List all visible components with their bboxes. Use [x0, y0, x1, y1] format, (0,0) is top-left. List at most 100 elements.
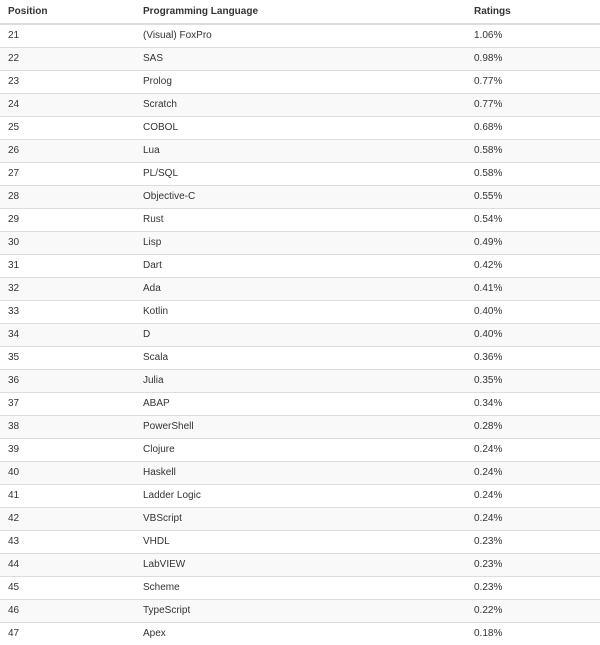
table-row: 35 Scala 0.36%: [0, 345, 600, 369]
cell-rating: 0.58%: [466, 138, 600, 162]
cell-language: Scheme: [135, 575, 466, 599]
cell-rating: 0.77%: [466, 92, 600, 116]
cell-language: Kotlin: [135, 299, 466, 323]
cell-position: 43: [0, 529, 135, 553]
cell-rating: 0.18%: [466, 621, 600, 645]
cell-position: 31: [0, 253, 135, 277]
cell-rating: 0.77%: [466, 69, 600, 93]
cell-position: 35: [0, 345, 135, 369]
cell-language: VBScript: [135, 506, 466, 530]
table-row: 28 Objective-C 0.55%: [0, 184, 600, 208]
header-language: Programming Language: [135, 0, 466, 25]
cell-position: 34: [0, 322, 135, 346]
header-position: Position: [0, 0, 135, 25]
table-row: 25 COBOL 0.68%: [0, 115, 600, 139]
table-row: 24 Scratch 0.77%: [0, 92, 600, 116]
cell-rating: 0.23%: [466, 552, 600, 576]
cell-position: 40: [0, 460, 135, 484]
cell-position: 44: [0, 552, 135, 576]
cell-language: Ada: [135, 276, 466, 300]
cell-position: 21: [0, 23, 135, 47]
header-ratings: Ratings: [466, 0, 600, 25]
cell-rating: 0.24%: [466, 483, 600, 507]
table-row: 45 Scheme 0.23%: [0, 575, 600, 599]
cell-rating: 0.49%: [466, 230, 600, 254]
cell-rating: 0.36%: [466, 345, 600, 369]
cell-language: PL/SQL: [135, 161, 466, 185]
cell-rating: 0.41%: [466, 276, 600, 300]
table-row: 34 D 0.40%: [0, 322, 600, 346]
table-row: 40 Haskell 0.24%: [0, 460, 600, 484]
cell-language: D: [135, 322, 466, 346]
table-row: 26 Lua 0.58%: [0, 138, 600, 162]
cell-rating: 0.68%: [466, 115, 600, 139]
cell-rating: 0.22%: [466, 598, 600, 622]
cell-position: 46: [0, 598, 135, 622]
cell-position: 38: [0, 414, 135, 438]
cell-position: 24: [0, 92, 135, 116]
cell-language: Scratch: [135, 92, 466, 116]
table-row: 38 PowerShell 0.28%: [0, 414, 600, 438]
cell-position: 27: [0, 161, 135, 185]
table-row: 33 Kotlin 0.40%: [0, 299, 600, 323]
cell-language: COBOL: [135, 115, 466, 139]
table-row: 29 Rust 0.54%: [0, 207, 600, 231]
table-row: 47 Apex 0.18%: [0, 621, 600, 645]
table-row: 39 Clojure 0.24%: [0, 437, 600, 461]
table-row: 46 TypeScript 0.22%: [0, 598, 600, 622]
cell-rating: 0.23%: [466, 529, 600, 553]
cell-language: Haskell: [135, 460, 466, 484]
cell-rating: 0.54%: [466, 207, 600, 231]
cell-language: Prolog: [135, 69, 466, 93]
cell-language: Julia: [135, 368, 466, 392]
cell-position: 30: [0, 230, 135, 254]
cell-rating: 0.40%: [466, 299, 600, 323]
cell-language: Apex: [135, 621, 466, 645]
cell-language: TypeScript: [135, 598, 466, 622]
cell-rating: 0.58%: [466, 161, 600, 185]
cell-language: SAS: [135, 46, 466, 70]
cell-position: 36: [0, 368, 135, 392]
table-row: 31 Dart 0.42%: [0, 253, 600, 277]
cell-position: 23: [0, 69, 135, 93]
cell-rating: 0.28%: [466, 414, 600, 438]
table-row: 41 Ladder Logic 0.24%: [0, 483, 600, 507]
cell-language: (Visual) FoxPro: [135, 23, 466, 47]
cell-position: 28: [0, 184, 135, 208]
table-row: 21 (Visual) FoxPro 1.06%: [0, 23, 600, 47]
cell-position: 22: [0, 46, 135, 70]
table-row: 32 Ada 0.41%: [0, 276, 600, 300]
cell-rating: 0.34%: [466, 391, 600, 415]
cell-rating: 0.24%: [466, 460, 600, 484]
cell-position: 32: [0, 276, 135, 300]
table-row: 22 SAS 0.98%: [0, 46, 600, 70]
cell-language: Lisp: [135, 230, 466, 254]
cell-position: 39: [0, 437, 135, 461]
cell-rating: 0.24%: [466, 506, 600, 530]
cell-position: 41: [0, 483, 135, 507]
cell-position: 29: [0, 207, 135, 231]
table-row: 36 Julia 0.35%: [0, 368, 600, 392]
cell-rating: 0.40%: [466, 322, 600, 346]
cell-language: VHDL: [135, 529, 466, 553]
cell-rating: 1.06%: [466, 23, 600, 47]
cell-position: 45: [0, 575, 135, 599]
cell-rating: 0.55%: [466, 184, 600, 208]
cell-language: Rust: [135, 207, 466, 231]
table-row: 27 PL/SQL 0.58%: [0, 161, 600, 185]
cell-language: PowerShell: [135, 414, 466, 438]
table-row: 42 VBScript 0.24%: [0, 506, 600, 530]
table-row: 23 Prolog 0.77%: [0, 69, 600, 93]
cell-position: 47: [0, 621, 135, 645]
cell-language: LabVIEW: [135, 552, 466, 576]
cell-language: Objective-C: [135, 184, 466, 208]
cell-language: Dart: [135, 253, 466, 277]
cell-position: 26: [0, 138, 135, 162]
table-row: 44 LabVIEW 0.23%: [0, 552, 600, 576]
cell-language: Clojure: [135, 437, 466, 461]
table-row: 30 Lisp 0.49%: [0, 230, 600, 254]
cell-language: ABAP: [135, 391, 466, 415]
cell-rating: 0.23%: [466, 575, 600, 599]
cell-rating: 0.98%: [466, 46, 600, 70]
